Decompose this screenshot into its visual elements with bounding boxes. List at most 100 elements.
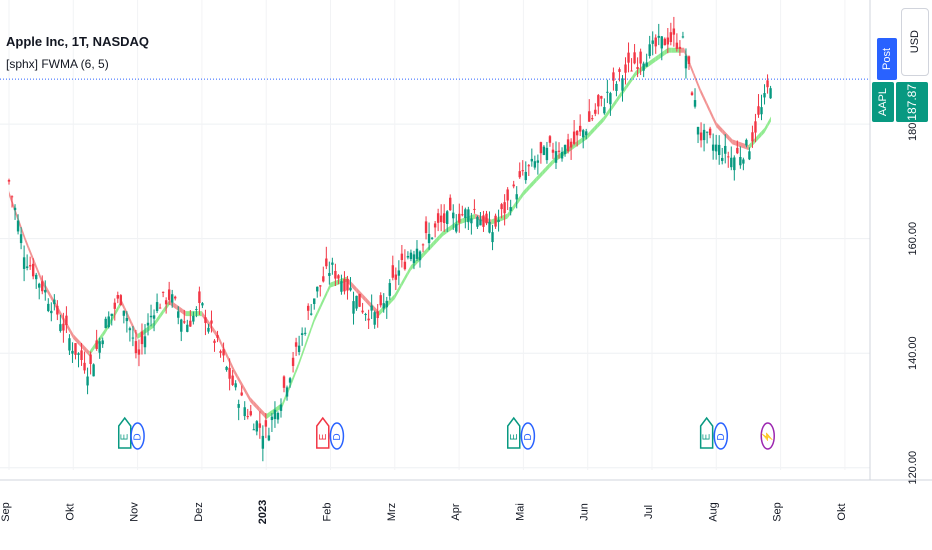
candle-up xyxy=(201,303,204,306)
fwma-segment-down xyxy=(34,260,38,274)
candle-down xyxy=(204,317,207,323)
candle-up xyxy=(370,305,373,311)
candle-up xyxy=(192,315,195,322)
fwma-segment-up xyxy=(92,342,96,352)
candle-down xyxy=(306,305,310,311)
candle-up xyxy=(585,131,588,136)
symbol-title[interactable]: Apple Inc, 1T, NASDAQ xyxy=(6,34,150,49)
fwma-segment-down xyxy=(246,391,251,403)
candle-up xyxy=(524,171,527,181)
candle-up xyxy=(177,311,180,318)
candle-down xyxy=(751,132,754,142)
candle-down xyxy=(527,165,531,167)
fwma-segment-up xyxy=(317,303,321,315)
fwma-segment-down xyxy=(703,94,707,107)
currency-button[interactable]: USD xyxy=(901,8,929,76)
fwma-segment-down xyxy=(127,313,132,326)
candle-up xyxy=(131,337,135,339)
fwma-segment-up xyxy=(439,230,444,240)
candle-up xyxy=(603,107,606,114)
candle-up xyxy=(397,270,401,276)
candle-down xyxy=(708,128,712,136)
fwma-segment-down xyxy=(47,288,51,299)
indicator-title[interactable]: [sphx] FWMA (6, 5) xyxy=(6,57,109,71)
candle-down xyxy=(672,28,676,35)
candle-up xyxy=(276,412,280,420)
fwma-segment-up xyxy=(632,70,636,81)
earnings-marker-label: E xyxy=(509,433,520,440)
candle-up xyxy=(352,301,355,314)
candle-down xyxy=(624,64,627,73)
candle-down xyxy=(678,46,682,49)
fwma-segment-up xyxy=(758,131,762,140)
candle-up xyxy=(515,194,518,200)
candle-down xyxy=(291,357,295,366)
fwma-segment-up xyxy=(102,328,106,338)
candle-down xyxy=(222,349,225,356)
candle-down xyxy=(636,67,639,70)
candle-down xyxy=(727,156,730,158)
fwma-segment-down xyxy=(259,407,263,416)
fwma-segment-up xyxy=(671,47,675,53)
candle-up xyxy=(406,255,410,258)
candle-up xyxy=(609,93,612,105)
candle-down xyxy=(113,302,116,309)
fwma-segment-up xyxy=(610,102,614,113)
candle-up xyxy=(98,341,101,353)
candle-down xyxy=(666,37,670,45)
candle-down xyxy=(210,320,213,324)
fwma-segment-up xyxy=(539,170,543,179)
fwma-segment-up xyxy=(192,311,196,317)
fwma-segment-up xyxy=(330,281,334,288)
fwma-segment-up xyxy=(433,237,437,247)
candle-up xyxy=(606,91,609,93)
candle-up xyxy=(207,327,210,332)
fwma-segment-up xyxy=(410,261,415,271)
fwma-segment-down xyxy=(70,328,74,340)
candle-up xyxy=(331,262,334,265)
candle-up xyxy=(313,298,316,305)
dividend-marker-icon xyxy=(130,422,145,450)
x-tick-label: Nov xyxy=(129,502,141,522)
fwma-segment-up xyxy=(320,296,325,309)
candle-up xyxy=(310,313,313,315)
fwma-segment-down xyxy=(706,101,710,114)
fwma-segment-up xyxy=(291,370,296,384)
candle-up xyxy=(412,254,416,263)
candle-up xyxy=(530,158,534,162)
candle-down xyxy=(521,170,524,172)
fwma-segment-down xyxy=(690,63,694,77)
candle-down xyxy=(391,265,395,278)
fwma-segment-up xyxy=(462,217,466,224)
x-tick-label: Mai xyxy=(514,503,526,521)
candle-up xyxy=(22,257,26,269)
fwma-segment-up xyxy=(536,173,540,183)
candle-down xyxy=(361,310,364,313)
fwma-segment-up xyxy=(314,309,318,322)
fwma-segment-up xyxy=(613,98,617,108)
earnings-marker-label: E xyxy=(120,433,131,440)
fwma-segment-up xyxy=(767,116,771,128)
candle-up xyxy=(724,145,727,154)
fwma-segment-up xyxy=(394,288,399,299)
fwma-segment-down xyxy=(243,385,247,397)
candle-up xyxy=(714,144,718,152)
candle-up xyxy=(388,283,391,296)
candle-up xyxy=(721,157,724,161)
dividend-marker-label: D xyxy=(332,433,343,440)
candle-down xyxy=(506,189,509,201)
candle-up xyxy=(660,36,663,49)
candle-down xyxy=(539,142,543,154)
candle-down xyxy=(219,351,222,353)
candle-down xyxy=(116,295,119,299)
fwma-segment-up xyxy=(420,251,424,261)
fwma-segment-up xyxy=(552,156,556,165)
candle-up xyxy=(180,319,183,332)
candle-up xyxy=(297,345,301,353)
fwma-segment-up xyxy=(606,107,611,117)
candle-down xyxy=(282,376,286,388)
candle-down xyxy=(485,213,488,224)
candle-down xyxy=(500,204,503,210)
